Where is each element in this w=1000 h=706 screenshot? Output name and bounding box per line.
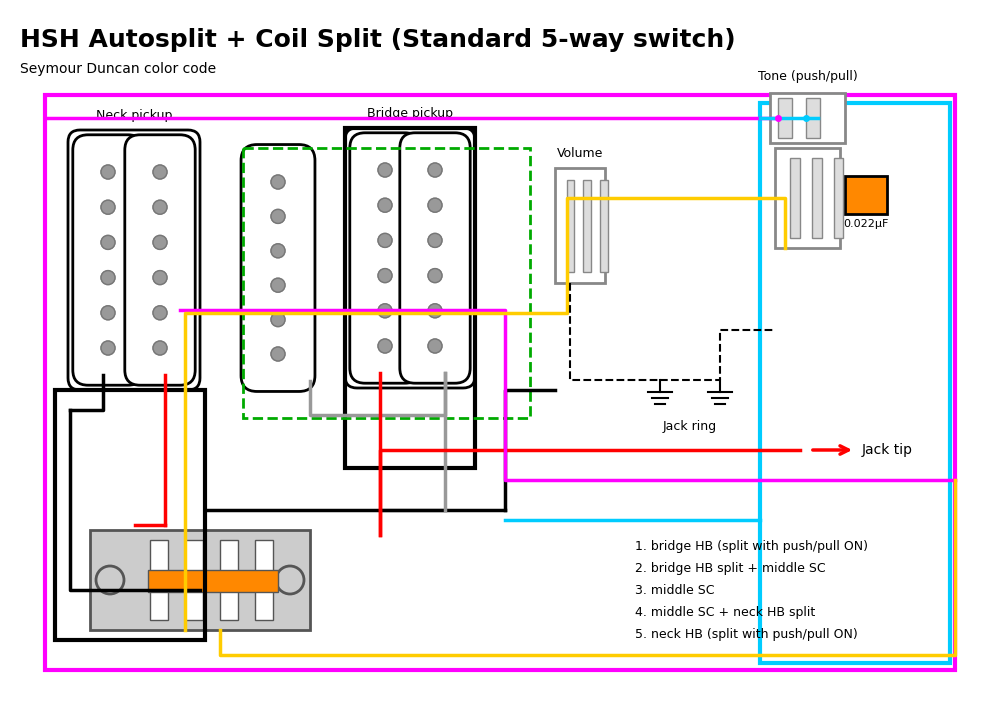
Bar <box>790 158 800 238</box>
Text: Volume: Volume <box>557 147 603 160</box>
Circle shape <box>153 235 167 249</box>
Text: 3. middle SC: 3. middle SC <box>635 584 714 597</box>
FancyBboxPatch shape <box>400 133 470 383</box>
Circle shape <box>101 341 115 355</box>
Bar <box>345 128 475 468</box>
Bar <box>812 158 822 238</box>
Text: Tone (push/pull): Tone (push/pull) <box>758 70 857 83</box>
Circle shape <box>276 566 304 594</box>
Circle shape <box>428 339 442 353</box>
Circle shape <box>378 304 392 318</box>
Bar <box>55 390 205 640</box>
Bar <box>90 530 310 630</box>
Circle shape <box>101 165 115 179</box>
Circle shape <box>428 304 442 318</box>
Bar <box>555 168 605 283</box>
Circle shape <box>153 270 167 285</box>
Circle shape <box>271 313 285 327</box>
Circle shape <box>96 566 124 594</box>
Bar <box>778 98 792 138</box>
Text: 4. middle SC + neck HB split: 4. middle SC + neck HB split <box>635 606 815 619</box>
Bar <box>45 95 955 670</box>
Circle shape <box>153 341 167 355</box>
Bar <box>567 179 574 272</box>
Bar <box>148 570 278 592</box>
Bar <box>220 540 238 620</box>
Text: Jack tip: Jack tip <box>862 443 913 457</box>
Circle shape <box>428 268 442 282</box>
Circle shape <box>428 163 442 177</box>
Circle shape <box>378 268 392 282</box>
Circle shape <box>271 175 285 189</box>
FancyBboxPatch shape <box>241 145 315 391</box>
Bar <box>150 540 168 620</box>
Text: Neck pickup: Neck pickup <box>96 109 172 122</box>
Circle shape <box>428 198 442 213</box>
Text: 2. bridge HB split + middle SC: 2. bridge HB split + middle SC <box>635 562 826 575</box>
Text: Bridge pickup: Bridge pickup <box>367 107 453 120</box>
Circle shape <box>378 339 392 353</box>
FancyBboxPatch shape <box>350 133 420 383</box>
Bar <box>806 98 820 138</box>
Bar <box>600 179 608 272</box>
Bar <box>243 148 530 418</box>
Bar <box>185 540 203 620</box>
Circle shape <box>153 306 167 320</box>
Circle shape <box>378 234 392 247</box>
Bar <box>845 176 887 214</box>
Circle shape <box>153 201 167 214</box>
Circle shape <box>271 347 285 361</box>
Bar <box>255 540 273 620</box>
Circle shape <box>101 270 115 285</box>
Bar <box>583 179 591 272</box>
Text: Jack ring: Jack ring <box>663 420 717 433</box>
Bar <box>775 148 840 248</box>
Text: 5. neck HB (split with push/pull ON): 5. neck HB (split with push/pull ON) <box>635 628 858 641</box>
Circle shape <box>378 163 392 177</box>
Bar <box>760 103 950 663</box>
Circle shape <box>153 165 167 179</box>
Text: 0.022μF: 0.022μF <box>843 219 889 229</box>
FancyBboxPatch shape <box>73 135 143 385</box>
Circle shape <box>271 210 285 223</box>
Circle shape <box>101 201 115 214</box>
Bar <box>834 158 843 238</box>
Circle shape <box>428 234 442 247</box>
FancyBboxPatch shape <box>125 135 195 385</box>
Bar <box>770 93 845 143</box>
Text: HSH Autosplit + Coil Split (Standard 5-way switch): HSH Autosplit + Coil Split (Standard 5-w… <box>20 28 736 52</box>
Text: 1. bridge HB (split with push/pull ON): 1. bridge HB (split with push/pull ON) <box>635 540 868 553</box>
Circle shape <box>271 244 285 258</box>
Text: Seymour Duncan color code: Seymour Duncan color code <box>20 62 216 76</box>
Circle shape <box>271 278 285 292</box>
Circle shape <box>101 235 115 249</box>
Circle shape <box>101 306 115 320</box>
Circle shape <box>378 198 392 213</box>
